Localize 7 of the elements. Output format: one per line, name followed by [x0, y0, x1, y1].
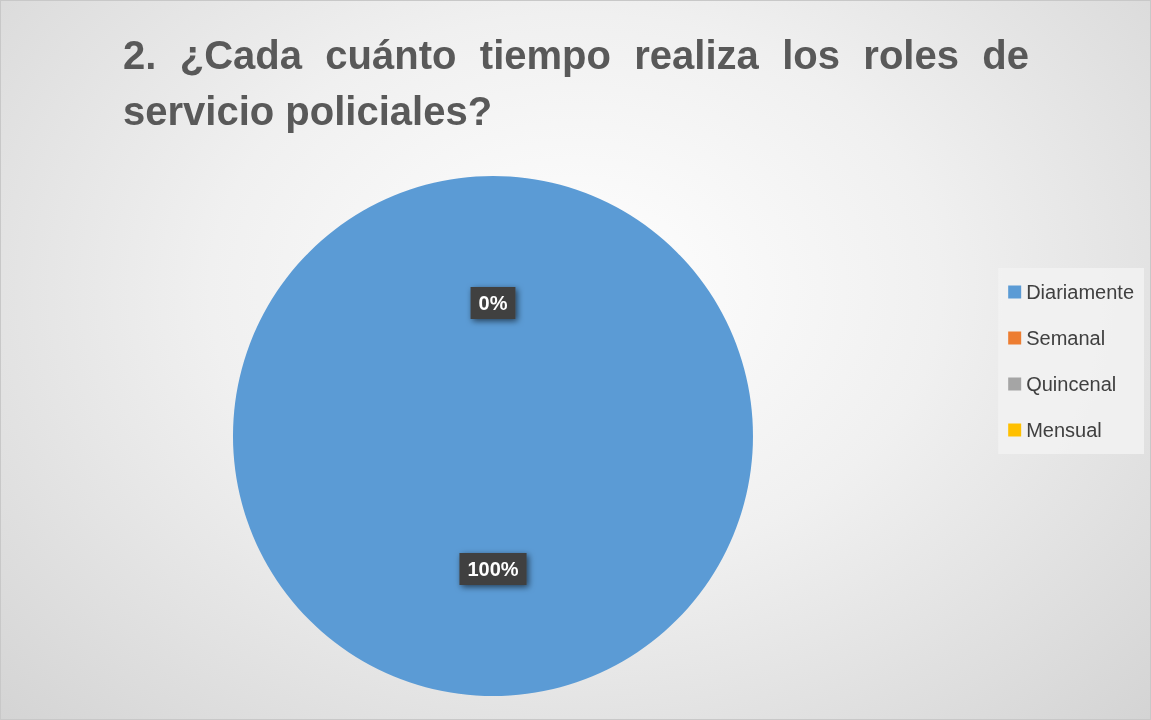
legend-label: Mensual [1026, 419, 1102, 441]
legend-label: Semanal [1026, 327, 1106, 349]
legend-label: Diariamente [1026, 281, 1135, 303]
chart-title: 2. ¿Cada cuánto tiempo realiza los roles de servicio policiales? [123, 32, 1029, 135]
text: 0% [478, 292, 508, 314]
data-label: 100% [467, 558, 519, 580]
legend-label: Quincenal [1026, 373, 1117, 395]
